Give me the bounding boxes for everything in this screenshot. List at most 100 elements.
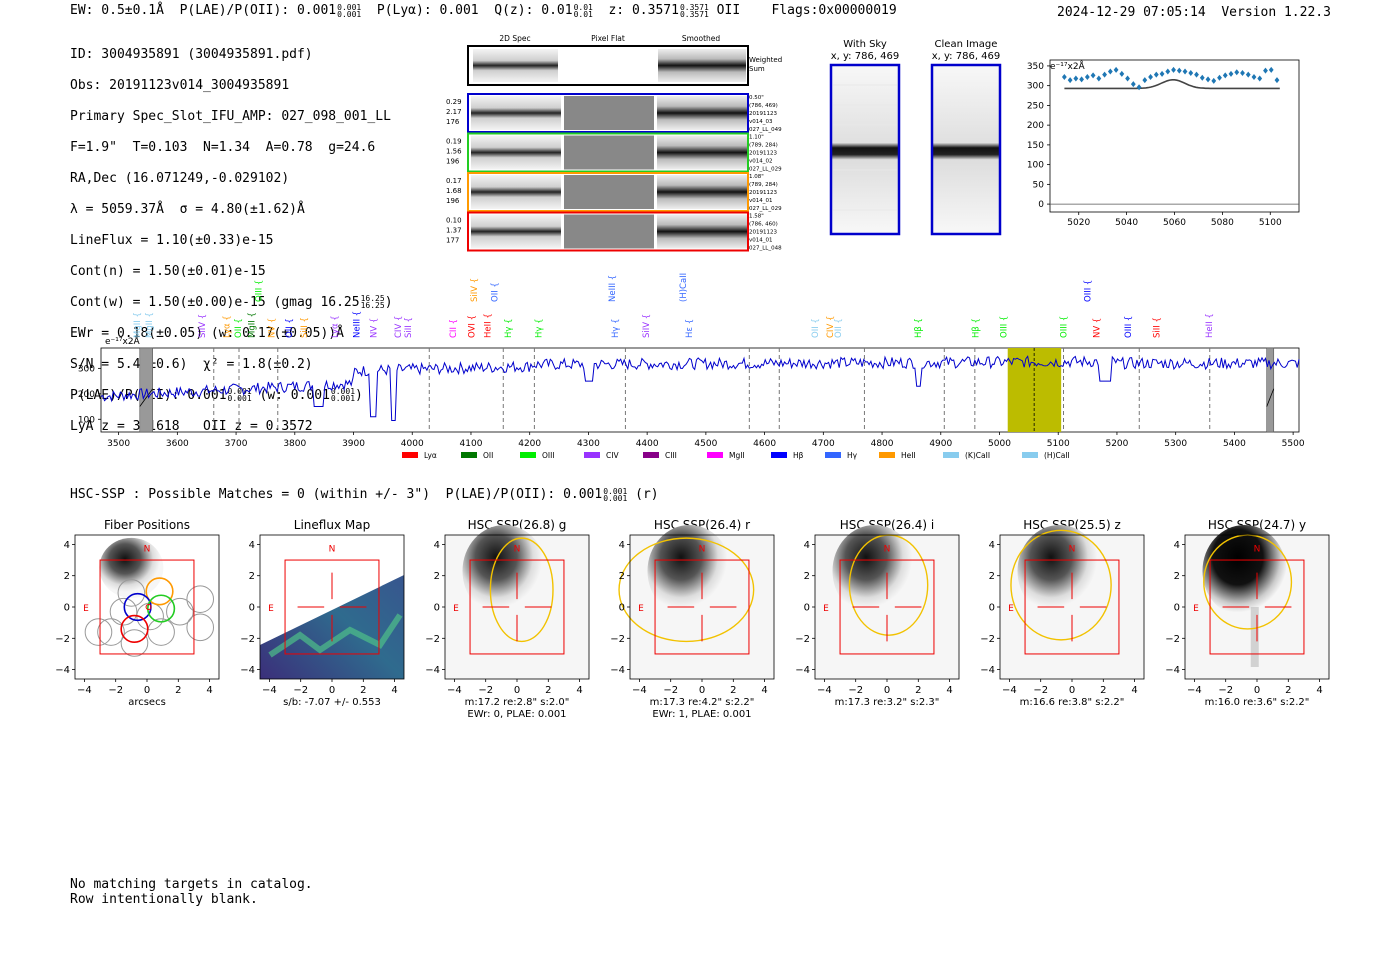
zoom-data-point bbox=[1176, 67, 1182, 74]
cutout-right-value: 0.50" bbox=[749, 95, 764, 101]
zoom-data-point bbox=[1165, 68, 1171, 75]
panel-ytick: 0 bbox=[434, 603, 440, 614]
emission-line-label: Lyα { bbox=[331, 315, 341, 338]
plae-lo: 0.001 bbox=[337, 9, 362, 19]
info-radec: RA,Dec (16.071249,-0.029102) bbox=[70, 170, 290, 186]
emission-line-label: OII { bbox=[490, 282, 500, 302]
cutout-right-value: (786, 469) bbox=[749, 103, 778, 109]
zoom-data-point bbox=[1079, 76, 1085, 83]
emission-line-label: OII { bbox=[834, 318, 844, 338]
with-sky-image bbox=[829, 63, 901, 236]
cutout-2dspec bbox=[471, 214, 561, 249]
zoom-data-point bbox=[1211, 77, 1217, 84]
panel-xlabel: m:17.2 re:2.8" s:2.0" bbox=[465, 697, 570, 708]
cutout-left-value: 1.56 bbox=[446, 148, 462, 156]
emission-line-label: OVI { bbox=[468, 315, 478, 338]
spectrum-xtick: 5400 bbox=[1223, 439, 1246, 449]
panel-xtick: 0 bbox=[329, 685, 335, 696]
zoom-ytick: 200 bbox=[1027, 121, 1044, 131]
col-title-2dspec: 2D Spec bbox=[499, 34, 530, 43]
panel-ytick: 2 bbox=[619, 571, 625, 582]
spectrum-xtick: 3500 bbox=[107, 439, 130, 449]
zoom-data-point bbox=[1268, 66, 1274, 73]
with-sky-xy: x, y: 786, 469 bbox=[831, 51, 900, 62]
galaxy-image bbox=[462, 525, 547, 617]
cutout-left-value: 0.19 bbox=[446, 138, 462, 146]
aperture-box bbox=[839, 559, 935, 655]
zoom-xtick: 5020 bbox=[1067, 218, 1090, 228]
legend-label: CIII bbox=[665, 451, 677, 460]
emission-line-label: OII { bbox=[811, 318, 821, 338]
panel-xtick: −2 bbox=[293, 685, 308, 696]
north-marker: N bbox=[884, 545, 891, 555]
timestamp-version: 2024-12-29 07:05:14 Version 1.22.3 bbox=[1057, 5, 1331, 20]
panel-ytick: −4 bbox=[55, 665, 70, 676]
panel-xtick: 4 bbox=[576, 685, 582, 696]
emission-line-label: NeIII { bbox=[608, 275, 618, 302]
cutout-right-value: v014_01 bbox=[749, 238, 773, 244]
qz-value: Q(z): 0.01 bbox=[494, 3, 573, 18]
east-marker: E bbox=[1193, 604, 1199, 614]
panel-xtick: −2 bbox=[1033, 685, 1048, 696]
panel-xlabel: m:17.3 re:4.2" s:2.2" bbox=[650, 697, 755, 708]
spectra-cutouts: 2D Spec Pixel Flat Smoothed Weighted Sum … bbox=[446, 34, 782, 252]
cutout-smoothed bbox=[657, 135, 747, 170]
spectrum-xtick: 4200 bbox=[518, 439, 541, 449]
cutout-right-value: (789, 284) bbox=[749, 182, 778, 188]
col-title-smoothed: Smoothed bbox=[682, 34, 721, 43]
spectrum-ytick: 200 bbox=[78, 390, 95, 400]
panel-xtick: 2 bbox=[1285, 685, 1291, 696]
panel-ytick: 4 bbox=[64, 540, 70, 551]
z-line: OII bbox=[716, 3, 741, 18]
emission-line-label: OIII { bbox=[1124, 316, 1134, 338]
panel-xtick: 4 bbox=[761, 685, 767, 696]
qz-hi: 0.01 bbox=[573, 2, 593, 12]
emission-line-label: OIII { bbox=[254, 280, 264, 302]
cutout-left-value: 1.68 bbox=[446, 187, 462, 195]
emission-line-label: NV { bbox=[267, 318, 277, 338]
panel-xtick: 0 bbox=[1069, 685, 1075, 696]
spectrum-xtick: 5000 bbox=[988, 439, 1011, 449]
cutout-right-value: v014_03 bbox=[749, 119, 773, 125]
footer-line2: Row intentionally blank. bbox=[70, 892, 258, 907]
cutout-row: 0.17 1.68 196 1.08" (789, 284) 20191123 v014_0… bbox=[446, 172, 782, 212]
cutout-smoothed bbox=[657, 96, 747, 130]
zoom-data-point bbox=[1113, 66, 1119, 73]
spectrum-xtick: 4700 bbox=[812, 439, 835, 449]
emission-line-label: Hβ { bbox=[914, 318, 924, 338]
cutout-pixelflat bbox=[564, 135, 654, 170]
cutout-left-value: 0.17 bbox=[446, 177, 462, 185]
footer-notes: No matching targets in catalog. Row inten… bbox=[70, 877, 313, 907]
zoom-data-point bbox=[1073, 75, 1079, 82]
aperture-box bbox=[469, 559, 565, 655]
legend-label: OII bbox=[483, 451, 493, 460]
zoom-data-point bbox=[1257, 75, 1263, 82]
legend-entry: MgII bbox=[707, 451, 745, 460]
emission-line-label: CIV { bbox=[826, 316, 836, 338]
legend-swatch bbox=[461, 452, 477, 458]
galaxy-image bbox=[1202, 525, 1287, 617]
emission-line-label: OII { bbox=[234, 318, 244, 338]
fiber-circle bbox=[186, 613, 215, 642]
panel-xtick: 0 bbox=[514, 685, 520, 696]
zoom-unit-label: e⁻¹⁷x2Å bbox=[1050, 60, 1086, 72]
cutout-row: 0.29 2.17 176 0.50" (786, 469) 20191123 v014_0… bbox=[446, 93, 782, 133]
legend-swatch bbox=[643, 452, 659, 458]
spectrum-xtick: 5200 bbox=[1105, 439, 1128, 449]
emission-line-label: NV { bbox=[1092, 318, 1102, 338]
panel-xlabel: m:17.3 re:3.2" s:2.3" bbox=[835, 697, 940, 708]
detection-info: ID: 3004935891 (3004935891.pdf) Obs: 201… bbox=[70, 31, 393, 450]
cutout-right-value: 027_LL_048 bbox=[749, 246, 782, 252]
panel-ytick: 0 bbox=[1174, 603, 1180, 614]
emission-line-label: SiIV { bbox=[642, 314, 652, 338]
zoom-data-point bbox=[1119, 70, 1125, 77]
panel-ytick: 0 bbox=[619, 603, 625, 614]
legend-entry: OII bbox=[461, 451, 493, 460]
panel-title: Lineflux Map bbox=[294, 518, 370, 532]
zoom-xtick: 5060 bbox=[1163, 218, 1186, 228]
contw-hi: 16.25 bbox=[360, 294, 385, 303]
legend-swatch bbox=[771, 452, 787, 458]
